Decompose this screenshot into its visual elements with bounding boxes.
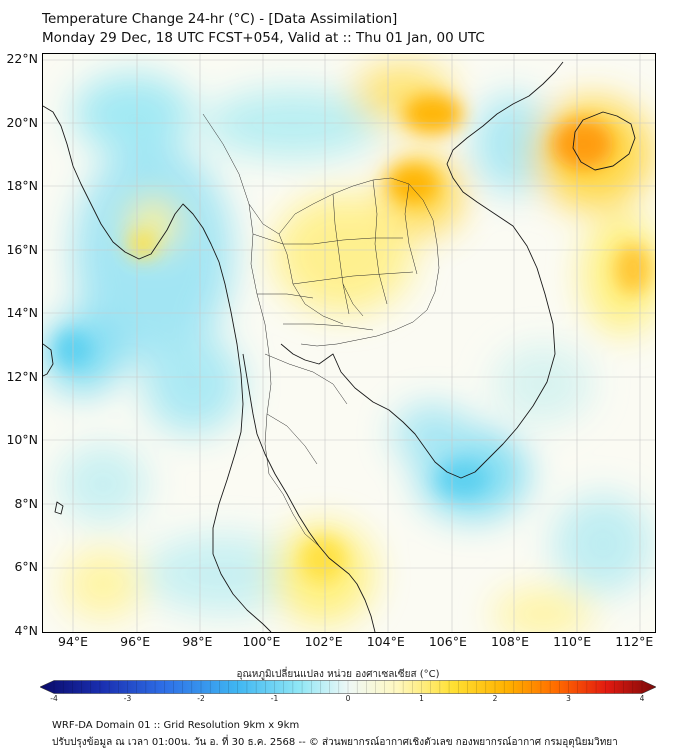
colorbar-tick-label: -4: [50, 694, 58, 703]
colorbar-tick-label: 4: [639, 694, 645, 703]
colorbar-title: อุณหภูมิเปลี่ยนแปลง หน่วย องศาเซลเซียส (…: [236, 669, 440, 680]
title-line-2: Monday 29 Dec, 18 UTC FCST+054, Valid at…: [42, 30, 485, 46]
lon-label: 112°E: [615, 634, 654, 649]
lon-label: 104°E: [366, 634, 405, 649]
lon-label: 108°E: [490, 634, 529, 649]
lon-label: 110°E: [553, 634, 592, 649]
lat-label: 18°N: [6, 178, 38, 194]
lat-label: 16°N: [6, 241, 38, 257]
colorbar-tick-label: -1: [270, 694, 279, 703]
lat-label: 8°N: [14, 495, 38, 511]
colorbar: [39, 679, 657, 694]
coastlines: [43, 61, 636, 632]
colorbar-tick-label: 1: [419, 694, 424, 703]
lon-label: 96°E: [120, 634, 151, 649]
lat-label: 20°N: [6, 114, 38, 130]
lat-label: 10°N: [6, 432, 38, 448]
colorbar-tick-label: 2: [492, 694, 498, 703]
temperature-map: [43, 54, 655, 632]
lon-label: 98°E: [182, 634, 213, 649]
lon-label: 102°E: [304, 634, 343, 649]
graticule: [43, 54, 655, 632]
province-borders: [202, 113, 440, 547]
lon-label: 100°E: [242, 634, 281, 649]
colorbar-tick-label: 0: [345, 694, 351, 703]
colorbar-tick-label: -3: [123, 694, 132, 703]
lat-label: 4°N: [14, 623, 38, 638]
footer-line-2: ปรับปรุงข้อมูล ณ เวลา 01:00น. วัน อ. ที่…: [52, 737, 618, 748]
figure-title: Temperature Change 24-hr (°C) - [Data As…: [42, 10, 485, 48]
lat-label: 6°N: [14, 559, 38, 575]
lat-label: 22°N: [6, 51, 38, 67]
map-panel[interactable]: [42, 53, 656, 633]
lon-label: 106°E: [428, 634, 467, 649]
colorbar-tick-label: -2: [197, 694, 205, 703]
lon-label: 94°E: [58, 634, 89, 649]
lat-label: 14°N: [6, 305, 38, 321]
lat-label: 12°N: [6, 368, 38, 384]
colorbar-graphic: [39, 680, 657, 694]
title-line-1: Temperature Change 24-hr (°C) - [Data As…: [42, 11, 398, 27]
footer-line-1: WRF-DA Domain 01 :: Grid Resolution 9km …: [52, 720, 300, 731]
colorbar-tick-label: 3: [566, 694, 571, 703]
temperature-field: [43, 54, 655, 632]
